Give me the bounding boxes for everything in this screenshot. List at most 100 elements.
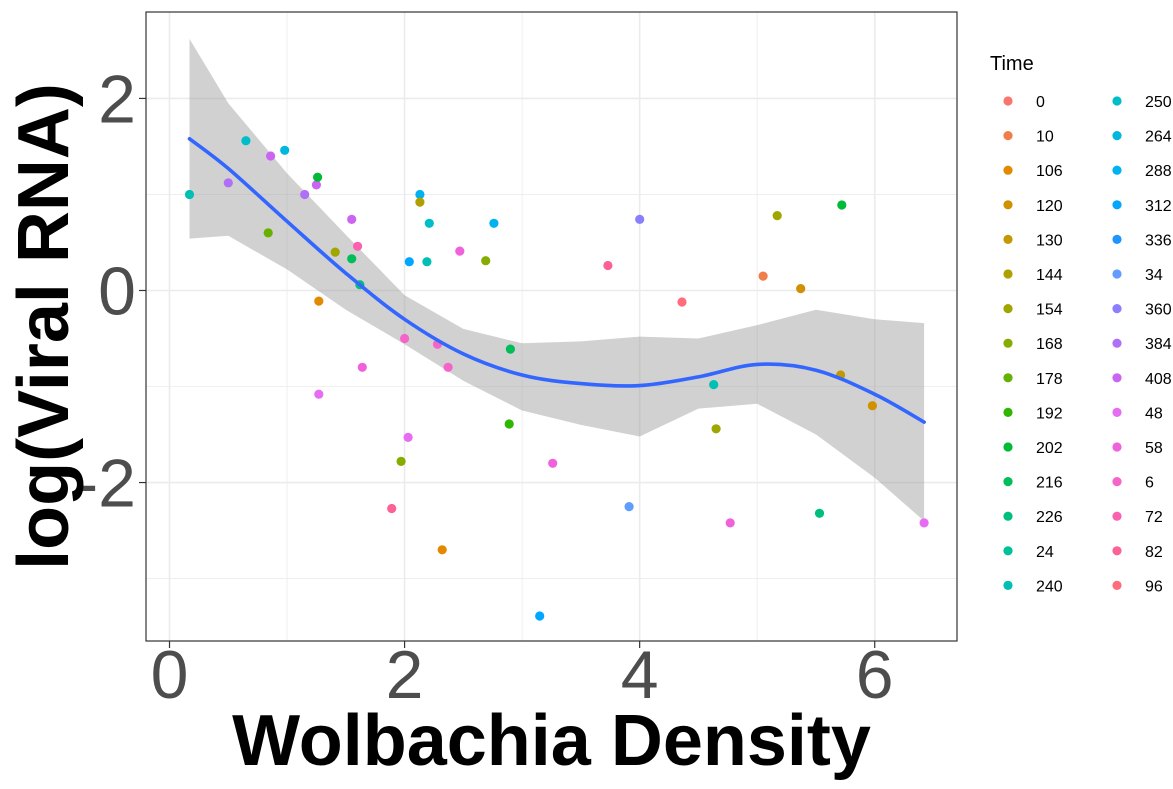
legend-key: [1112, 546, 1122, 556]
data-point: [635, 214, 645, 224]
legend-label: 24: [1036, 544, 1054, 561]
data-point: [455, 246, 465, 256]
x-tick-label: 0: [151, 637, 189, 713]
data-point: [758, 271, 768, 281]
data-point: [489, 218, 499, 228]
legend-key: [1112, 338, 1122, 348]
legend-label: 48: [1145, 405, 1163, 422]
legend-label: 154: [1036, 302, 1063, 319]
data-point: [400, 333, 410, 344]
data-point: [241, 136, 251, 146]
legend-key: [1112, 511, 1122, 521]
legend-key: [1112, 304, 1122, 314]
legend-key: [1003, 234, 1013, 244]
plot-panel: [145, 11, 958, 642]
legend-key: [1112, 442, 1122, 452]
data-point: [624, 502, 634, 512]
gridlines: [146, 12, 957, 641]
legend-label: 202: [1036, 440, 1063, 457]
y-tick-label: 2: [98, 61, 136, 137]
x-tick-label: 6: [856, 637, 894, 713]
legend-label: 10: [1036, 129, 1054, 146]
data-point: [347, 214, 357, 224]
legend-label: 240: [1036, 578, 1063, 595]
legend-label: 336: [1145, 232, 1172, 249]
legend-key: [1112, 200, 1122, 210]
legend-key: [1112, 477, 1122, 487]
panel-border: [145, 11, 958, 642]
legend-title: Time: [990, 53, 1034, 75]
legend-key: [1112, 234, 1122, 244]
legend-key: [1003, 477, 1013, 487]
legend-key: [1003, 200, 1013, 210]
legend-label: 6: [1145, 475, 1154, 492]
data-point: [443, 362, 453, 372]
legend-label: 408: [1145, 371, 1172, 388]
data-point: [415, 189, 425, 200]
legend-key: [1112, 580, 1122, 591]
legend-label: 106: [1036, 163, 1063, 180]
legend-label: 192: [1036, 405, 1063, 422]
data-point: [603, 260, 613, 271]
data-point: [837, 200, 847, 210]
legend-label: 58: [1145, 440, 1163, 457]
data-point: [504, 419, 514, 429]
data-point: [481, 256, 491, 266]
data-point: [415, 197, 425, 207]
data-point: [404, 257, 414, 267]
data-point: [677, 297, 687, 307]
legend-label: 82: [1145, 544, 1163, 561]
y-tick-label: 0: [98, 253, 136, 329]
legend-key: [1112, 96, 1122, 106]
legend-key: [1003, 338, 1013, 348]
data-point: [424, 218, 434, 228]
legend-label: 130: [1036, 232, 1063, 249]
legend-label: 120: [1036, 198, 1063, 215]
legend-label: 384: [1145, 336, 1172, 353]
legend-label: 34: [1145, 267, 1163, 284]
confidence-band: [189, 38, 925, 522]
legend-key: [1003, 373, 1013, 383]
data-point: [311, 180, 321, 190]
y-axis-ticks: -2 0 2: [76, 61, 146, 522]
legend-key: [1003, 269, 1013, 279]
data-point: [330, 247, 340, 257]
data-point: [867, 401, 878, 411]
legend-label: 288: [1145, 163, 1172, 180]
data-point: [919, 518, 929, 528]
legend-label: 168: [1036, 336, 1063, 353]
legend-key: [1003, 96, 1013, 106]
data-point: [437, 545, 447, 555]
data-point: [772, 211, 782, 221]
legend-key: [1003, 546, 1013, 556]
legend-label: 360: [1145, 302, 1172, 319]
data-point: [347, 254, 357, 264]
legend: Time 0 10 106 120 130 144 154 168 178 192 202 216 22…: [990, 53, 1172, 595]
legend-label: 96: [1145, 578, 1163, 595]
data-point: [357, 362, 367, 372]
legend-key: [1112, 165, 1122, 175]
loess-line: [187, 137, 926, 424]
legend-label: 312: [1145, 198, 1172, 215]
data-point: [711, 424, 721, 434]
legend-key: [1003, 442, 1013, 452]
data-point: [184, 189, 195, 200]
legend-label: 226: [1036, 509, 1063, 526]
legend-key: [1003, 580, 1013, 591]
legend-key: [1003, 304, 1013, 314]
legend-key: [1003, 131, 1013, 141]
x-axis-ticks: 0 2 4 6: [151, 637, 894, 713]
legend-key: [1112, 131, 1122, 141]
legend-label: 72: [1145, 509, 1163, 526]
data-point: [403, 432, 413, 442]
legend-label: 216: [1036, 475, 1063, 492]
data-point: [313, 172, 323, 182]
data-point: [396, 456, 406, 466]
data-point: [280, 145, 290, 155]
data-point: [263, 228, 273, 238]
data-point: [725, 518, 735, 528]
panel-background: [146, 12, 957, 641]
data-point: [814, 508, 825, 518]
data-point: [422, 257, 432, 267]
